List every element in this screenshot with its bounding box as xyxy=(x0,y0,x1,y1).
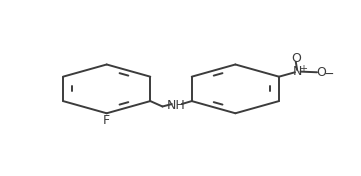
Text: O: O xyxy=(316,66,326,79)
Text: F: F xyxy=(103,114,110,127)
Text: −: − xyxy=(324,68,335,81)
Text: NH: NH xyxy=(167,99,186,112)
Text: N: N xyxy=(292,65,302,78)
Text: O: O xyxy=(291,52,301,65)
Text: +: + xyxy=(299,64,307,74)
